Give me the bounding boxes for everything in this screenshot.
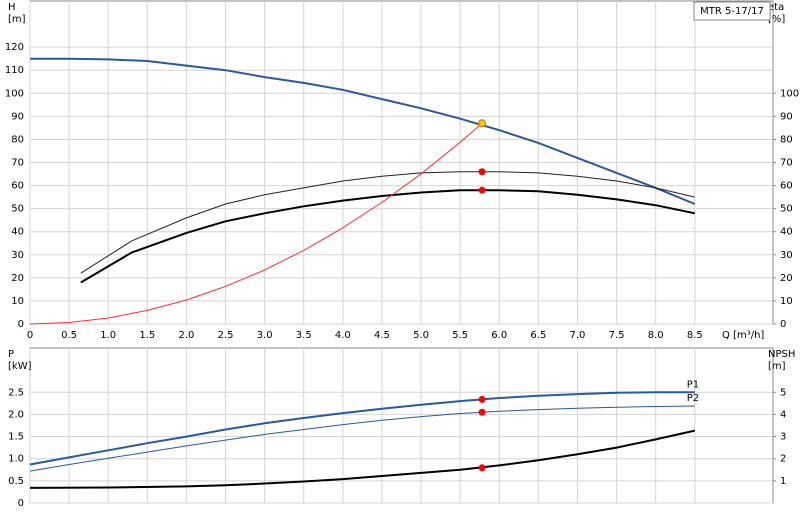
y2-tick-label: 3 bbox=[780, 432, 786, 443]
y-tick-label: 30 bbox=[11, 250, 24, 261]
x-tick-label: 3.5 bbox=[296, 330, 312, 341]
y2-tick-label: 40 bbox=[780, 227, 793, 238]
y-axis-unit: [m] bbox=[8, 14, 26, 25]
y2-axis-unit: [m] bbox=[768, 361, 786, 372]
x-tick-label: 0.5 bbox=[61, 330, 77, 341]
y2-tick-label: 60 bbox=[780, 181, 793, 192]
x-tick-label: 6.5 bbox=[530, 330, 546, 341]
y2-tick-label: 0 bbox=[780, 319, 786, 330]
x-tick-label: 4.0 bbox=[335, 330, 351, 341]
series-label: P1 bbox=[687, 379, 699, 390]
data-line bbox=[80, 171, 695, 274]
y2-tick-label: 70 bbox=[780, 158, 793, 169]
x-tick-label: 7.0 bbox=[570, 330, 586, 341]
y2-tick-label: 90 bbox=[780, 111, 793, 122]
data-line bbox=[29, 391, 695, 466]
y-tick-label: 120 bbox=[5, 42, 24, 53]
y2-tick-label: 50 bbox=[780, 204, 793, 215]
y2-tick-label: 5 bbox=[780, 387, 786, 398]
y-tick-label: 50 bbox=[11, 204, 24, 215]
y-tick-label: 0.5 bbox=[8, 476, 24, 487]
y2-tick-label: 100 bbox=[780, 88, 799, 99]
x-tick-label: 1.0 bbox=[100, 330, 116, 341]
data-line bbox=[29, 405, 695, 472]
y-axis-label: P bbox=[8, 349, 14, 360]
data-line bbox=[30, 57, 696, 205]
operating-point bbox=[478, 464, 486, 472]
chart-title: MTR 5-17/17 bbox=[700, 6, 764, 17]
operating-point bbox=[478, 186, 486, 194]
title-box bbox=[693, 1, 771, 21]
y-tick-label: 0 bbox=[18, 498, 24, 509]
y2-tick-label: 4 bbox=[780, 409, 786, 420]
y2-tick-label: 10 bbox=[780, 296, 793, 307]
plot-frame bbox=[29, 347, 774, 504]
y-tick-label: 110 bbox=[5, 65, 24, 76]
y-tick-label: 70 bbox=[11, 158, 24, 169]
series-label: P2 bbox=[687, 393, 699, 404]
x-tick-label: 8.5 bbox=[687, 330, 703, 341]
x-tick-label: 5.0 bbox=[413, 330, 429, 341]
x-tick-label: 1.5 bbox=[139, 330, 155, 341]
operating-point bbox=[478, 168, 486, 176]
y-tick-label: 1.0 bbox=[8, 454, 24, 465]
x-tick-label: 3.0 bbox=[257, 330, 273, 341]
y2-tick-label: 2 bbox=[780, 454, 786, 465]
operating-point bbox=[478, 408, 486, 416]
y-tick-label: 10 bbox=[11, 296, 24, 307]
x-tick-label: 8.0 bbox=[648, 330, 664, 341]
y-tick-label: 80 bbox=[11, 134, 24, 145]
y-tick-label: 1.5 bbox=[8, 432, 24, 443]
y2-tick-label: 30 bbox=[780, 250, 793, 261]
y-tick-label: 100 bbox=[5, 88, 24, 99]
operating-point bbox=[478, 395, 486, 403]
y-tick-label: 40 bbox=[11, 227, 24, 238]
y2-tick-label: 20 bbox=[780, 273, 793, 284]
y2-axis-unit: [%] bbox=[768, 14, 785, 25]
x-tick-label: 0 bbox=[27, 330, 33, 341]
x-axis-label: Q [m³/h] bbox=[722, 330, 764, 341]
y2-axis-label: eta bbox=[768, 2, 784, 13]
y2-axis-label: NPSH bbox=[768, 349, 795, 360]
data-line bbox=[29, 122, 483, 325]
x-tick-label: 4.5 bbox=[374, 330, 390, 341]
operating-point bbox=[478, 119, 487, 128]
y2-tick-label: 80 bbox=[780, 134, 793, 145]
data-line bbox=[80, 189, 696, 284]
x-tick-label: 6.0 bbox=[491, 330, 507, 341]
y-axis-label: H bbox=[8, 2, 16, 13]
y2-tick-label: 1 bbox=[780, 476, 786, 487]
data-line bbox=[29, 429, 696, 489]
y-tick-label: 2.5 bbox=[8, 387, 24, 398]
y-tick-label: 20 bbox=[11, 273, 24, 284]
y-tick-label: 90 bbox=[11, 111, 24, 122]
y-axis-unit: [kW] bbox=[8, 361, 32, 372]
y-tick-label: 2.0 bbox=[8, 409, 24, 420]
x-tick-label: 7.5 bbox=[609, 330, 625, 341]
y-tick-label: 0 bbox=[18, 319, 24, 330]
y-tick-label: 60 bbox=[11, 181, 24, 192]
x-tick-label: 2.5 bbox=[218, 330, 234, 341]
x-tick-label: 5.5 bbox=[452, 330, 468, 341]
x-tick-label: 2.0 bbox=[178, 330, 194, 341]
